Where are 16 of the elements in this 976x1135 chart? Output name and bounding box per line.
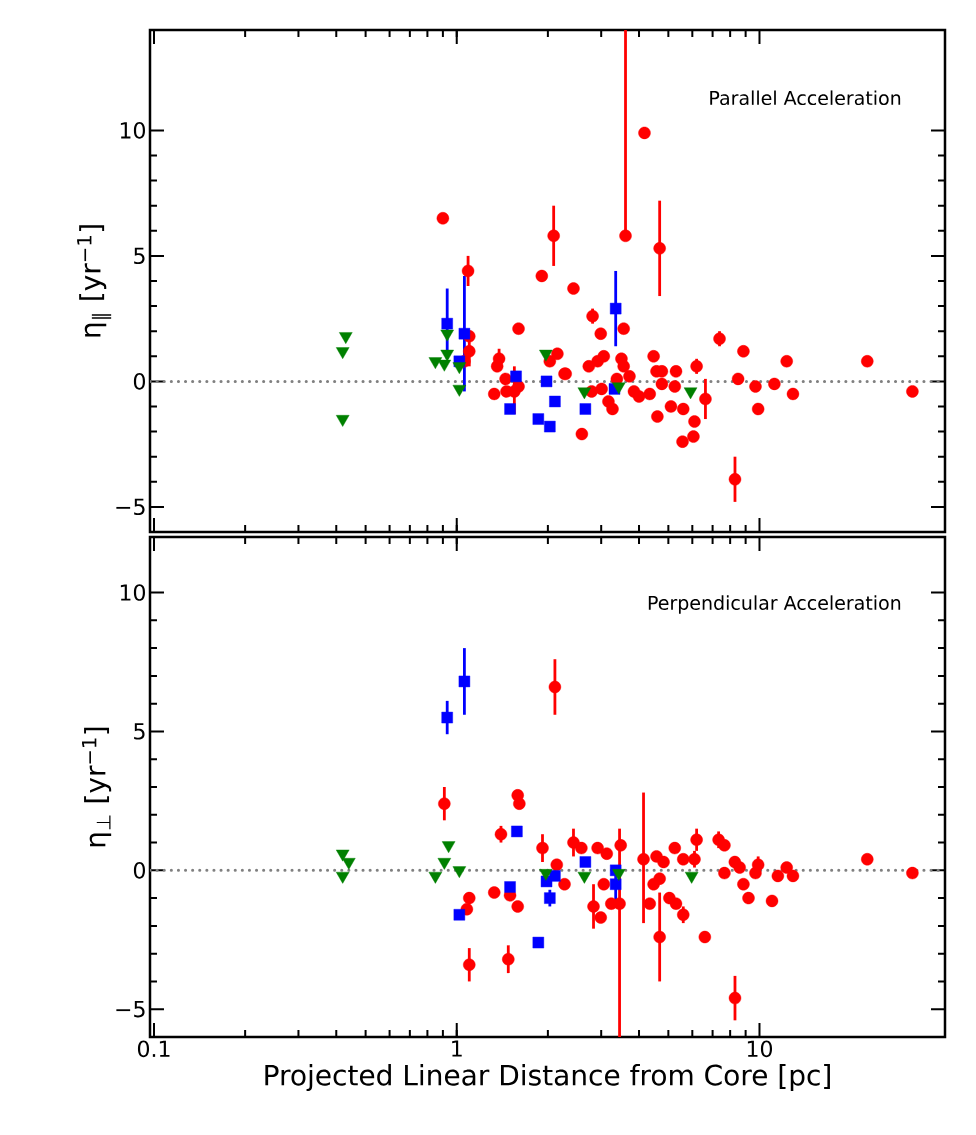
y-tick-label: 10 [120, 584, 145, 601]
x-axis-title: Projected Linear Distance from Core [pc] [265, 1064, 830, 1092]
y-tick-label: 5 [134, 247, 145, 265]
x-tick-label: 10 [747, 1040, 773, 1058]
y-tick-label: 0 [133, 373, 145, 390]
y-tick-label: 0 [133, 862, 145, 879]
y-tick-label: 5 [134, 723, 145, 740]
y-axis-title: η$_{∥}$ [yr$^{−1}$] [77, 225, 112, 337]
x-tick-label: 0.1 [137, 1040, 170, 1058]
x-tick-label: 1 [452, 1040, 462, 1057]
y-tick-label: −5 [116, 498, 145, 516]
y-tick-label: 10 [120, 122, 145, 139]
y-tick-label: −5 [116, 1001, 145, 1018]
annotation: Parallel Acceleration [710, 90, 901, 106]
annotation: Perpendicular Acceleration [648, 595, 901, 614]
y-axis-title: η$_{⊥}$ [yr$^{−1}$] [82, 727, 112, 847]
